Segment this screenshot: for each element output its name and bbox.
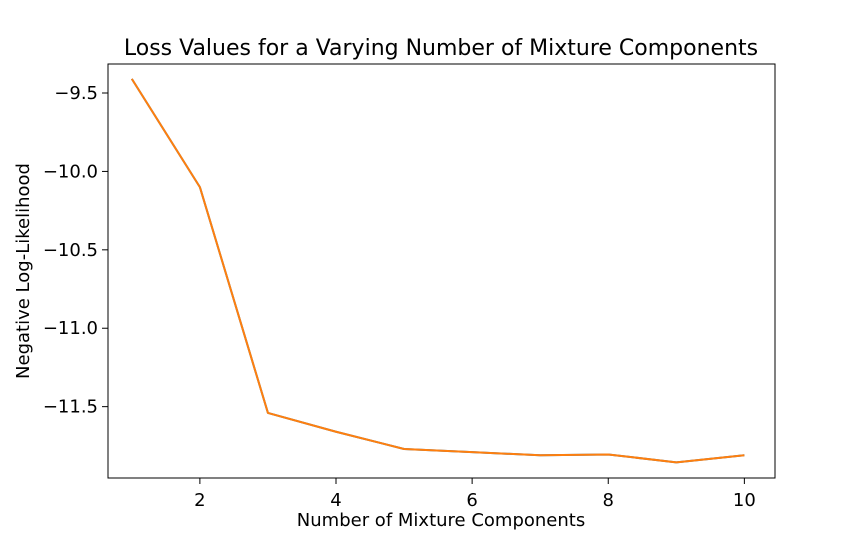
y-axis-ticks: −9.5 −10.0 −10.5 −11.0 −11.5 [43,83,108,418]
chart-title: Loss Values for a Varying Number of Mixt… [124,36,758,61]
y-tick-label: −10.0 [43,161,98,182]
series-line-1 [130,78,745,464]
x-tick-label: 6 [466,490,477,511]
y-tick-label: −11.5 [43,397,98,418]
y-axis-label: Negative Log-Likelihood [13,163,34,379]
y-tick-label: −9.5 [54,83,98,104]
y-tick-label: −11.0 [43,318,98,339]
x-axis-ticks: 2 4 6 8 10 [194,478,756,511]
series-line-2 [130,78,745,464]
series-layer [130,78,745,464]
x-tick-label: 4 [330,490,341,511]
plot-frame [107,63,776,479]
x-tick-label: 10 [733,490,756,511]
x-tick-label: 8 [603,490,614,511]
y-tick-label: −10.5 [43,240,98,261]
x-axis-label: Number of Mixture Components [297,510,585,531]
x-tick-label: 2 [194,490,205,511]
